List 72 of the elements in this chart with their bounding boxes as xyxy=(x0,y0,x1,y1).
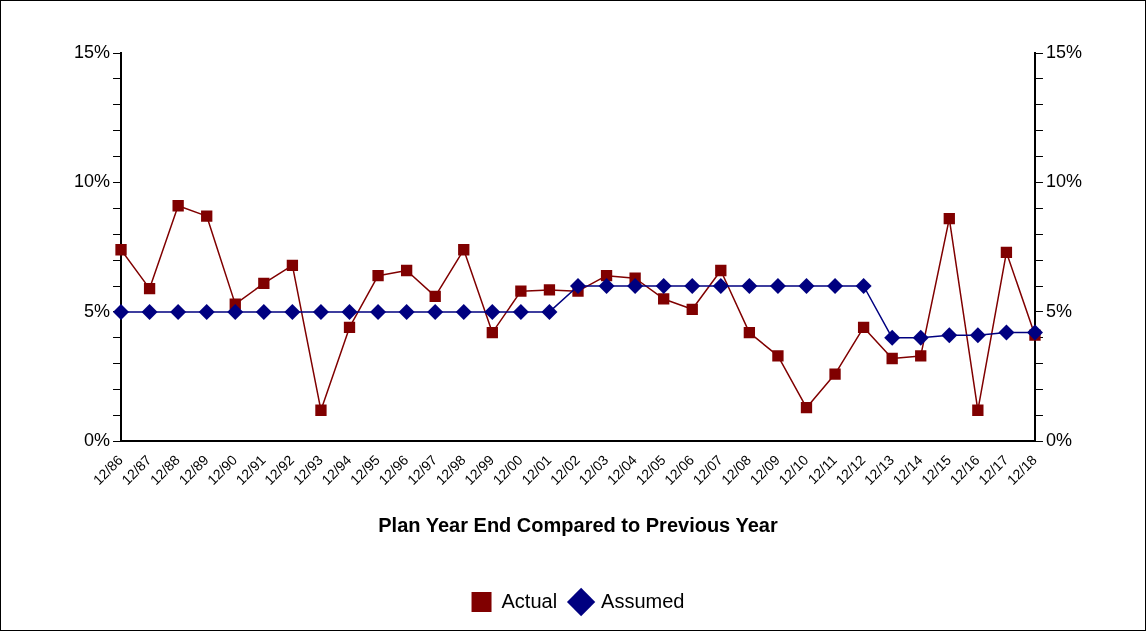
point xyxy=(969,327,986,344)
point xyxy=(1026,324,1043,341)
y-tick-label: 15% xyxy=(74,41,111,62)
point xyxy=(258,277,270,290)
point xyxy=(741,278,758,295)
point xyxy=(201,210,213,222)
point xyxy=(827,278,844,295)
point xyxy=(998,324,1015,341)
point xyxy=(798,278,815,295)
point xyxy=(941,327,958,344)
point xyxy=(515,285,527,297)
y2-tick-label: 10% xyxy=(1045,171,1082,192)
point xyxy=(570,278,586,295)
point xyxy=(227,303,244,320)
point xyxy=(769,278,786,295)
x-axis-title: Plan Year End Compared to Previous Year xyxy=(378,513,778,536)
point xyxy=(343,321,356,334)
point xyxy=(855,278,872,295)
point xyxy=(141,303,158,320)
point xyxy=(541,303,558,320)
point xyxy=(972,404,984,416)
point xyxy=(884,329,901,346)
point xyxy=(712,278,729,295)
point xyxy=(484,303,501,320)
point xyxy=(400,264,413,277)
point xyxy=(684,278,701,295)
point xyxy=(800,402,813,414)
point xyxy=(315,404,327,416)
point xyxy=(655,278,672,295)
point xyxy=(427,303,444,320)
point xyxy=(341,303,358,320)
point xyxy=(829,368,841,380)
point xyxy=(458,244,470,256)
point xyxy=(715,264,727,277)
point xyxy=(886,352,898,365)
point xyxy=(172,200,184,212)
point xyxy=(627,278,644,295)
y-tick-label: 10% xyxy=(74,171,111,192)
point xyxy=(286,259,299,271)
point xyxy=(512,303,529,320)
point xyxy=(372,270,384,282)
point xyxy=(198,303,215,320)
point xyxy=(943,213,955,225)
y-tick-label: 5% xyxy=(84,300,111,321)
point xyxy=(658,293,670,305)
point xyxy=(1000,246,1013,259)
legend-label: Actual xyxy=(501,589,558,612)
point xyxy=(912,329,929,346)
point xyxy=(486,326,498,339)
point xyxy=(455,303,472,320)
point xyxy=(143,282,156,295)
point xyxy=(284,303,301,320)
point xyxy=(429,290,441,303)
legend-label: Assumed xyxy=(601,589,685,612)
point xyxy=(857,321,870,334)
point xyxy=(255,303,272,320)
point xyxy=(743,326,756,339)
point xyxy=(598,278,615,295)
point xyxy=(915,350,927,362)
y2-tick-label: 5% xyxy=(1045,300,1072,321)
point xyxy=(115,244,127,256)
point xyxy=(370,303,387,320)
y2-tick-label: 0% xyxy=(1045,430,1072,451)
point xyxy=(170,303,187,320)
point xyxy=(113,303,130,320)
point xyxy=(312,303,329,320)
y2-tick-label: 15% xyxy=(1045,41,1082,62)
y-tick-label: 0% xyxy=(84,430,111,451)
point xyxy=(398,303,415,320)
point xyxy=(543,284,556,296)
point xyxy=(686,303,698,315)
point xyxy=(772,350,784,362)
